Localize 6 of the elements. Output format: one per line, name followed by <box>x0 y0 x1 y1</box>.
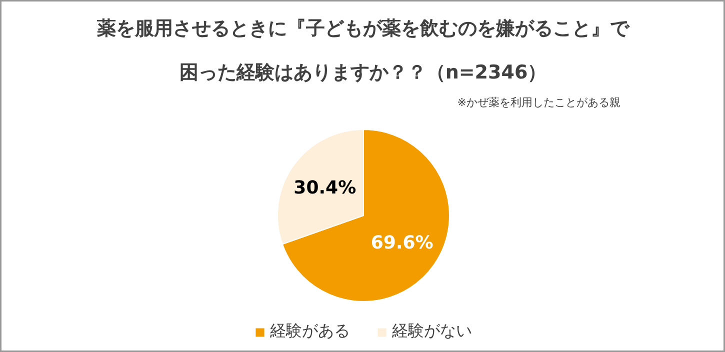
data-label: 30.4% <box>294 178 356 199</box>
chart-title: 薬を服用させるときに『子どもが薬を飲むのを嫌がること』で困った経験はありますか？？（n=2346） <box>96 18 630 84</box>
legend-label: 経験がない <box>392 321 472 342</box>
text: ※かぜ薬を利用したことがある親 <box>457 96 620 109</box>
data-label: 69.6% <box>370 232 434 254</box>
legend-label: 経験がある <box>270 321 350 342</box>
